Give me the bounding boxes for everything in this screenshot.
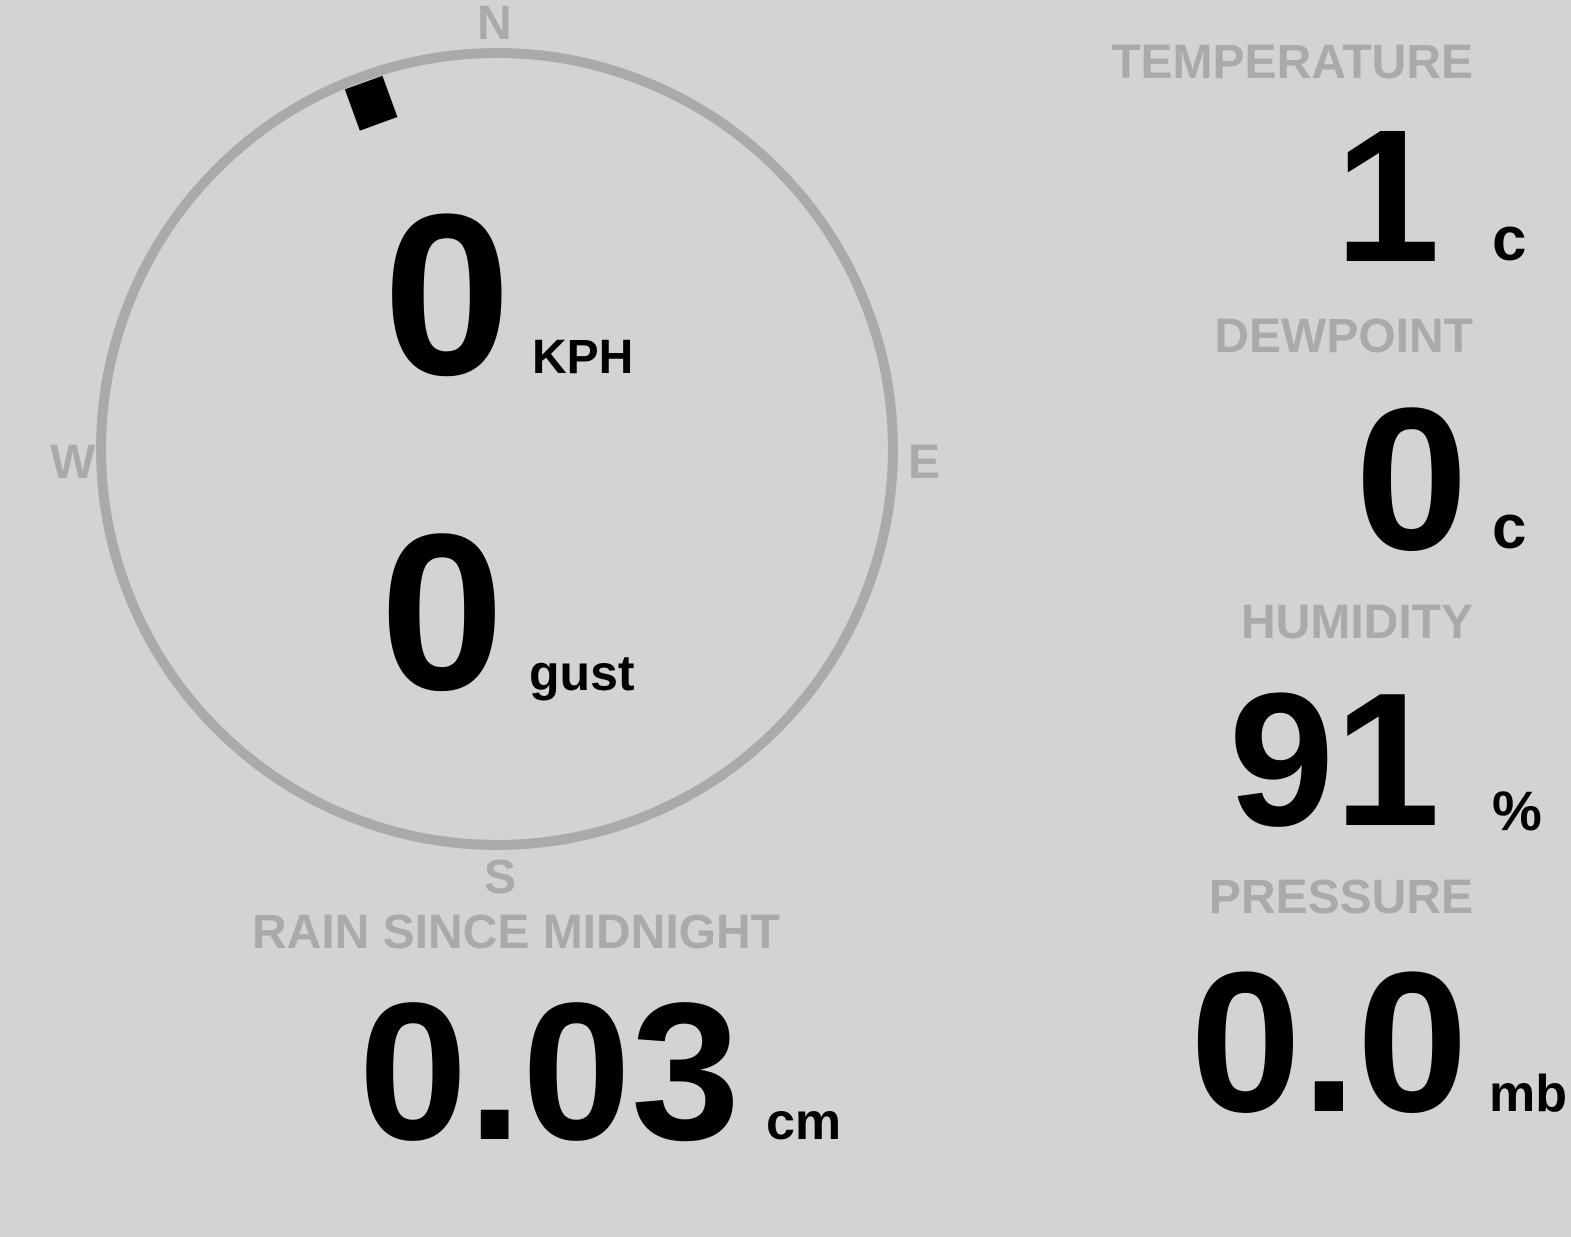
- humidity-value: 91: [1228, 654, 1440, 866]
- compass-south: S: [484, 851, 517, 904]
- temperature-value: 1: [1334, 91, 1440, 302]
- dewpoint-label: DEWPOINT: [1214, 310, 1473, 363]
- compass-north: N: [477, 0, 512, 50]
- rain-value: 0.03: [358, 962, 740, 1181]
- wind-gust-value: 0: [380, 488, 505, 737]
- dewpoint-value: 0: [1355, 366, 1468, 593]
- pressure-label: PRESSURE: [1208, 871, 1473, 924]
- wind-direction-marker: [344, 75, 398, 131]
- humidity-unit: %: [1492, 779, 1542, 842]
- wind-compass: [96, 48, 898, 850]
- pressure-value: 0.0: [1189, 931, 1468, 1154]
- temperature-label: TEMPERATURE: [1111, 36, 1473, 89]
- compass-ring: [96, 48, 898, 850]
- dewpoint-unit: c: [1492, 493, 1527, 562]
- wind-speed-value: 0: [383, 166, 511, 423]
- wind-speed-unit: KPH: [532, 331, 634, 384]
- compass-east: E: [908, 436, 941, 489]
- humidity-label: HUMIDITY: [1241, 596, 1473, 649]
- wind-gust-unit: gust: [529, 645, 635, 701]
- rain-unit: cm: [766, 1093, 842, 1151]
- rain-label: RAIN SINCE MIDNIGHT: [252, 906, 780, 959]
- compass-west: W: [50, 436, 96, 489]
- temperature-unit: c: [1492, 205, 1527, 274]
- pressure-unit: mb: [1489, 1065, 1567, 1123]
